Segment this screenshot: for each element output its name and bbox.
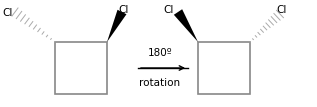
Bar xyxy=(198,42,250,94)
Text: Cl: Cl xyxy=(118,5,128,15)
Text: Cl: Cl xyxy=(276,5,286,15)
Text: Cl: Cl xyxy=(2,8,12,18)
Polygon shape xyxy=(174,9,198,42)
Text: Cl: Cl xyxy=(163,5,173,15)
Text: 180º: 180º xyxy=(148,48,172,58)
Polygon shape xyxy=(107,10,126,42)
Text: rotation: rotation xyxy=(139,78,181,88)
Bar xyxy=(55,42,107,94)
